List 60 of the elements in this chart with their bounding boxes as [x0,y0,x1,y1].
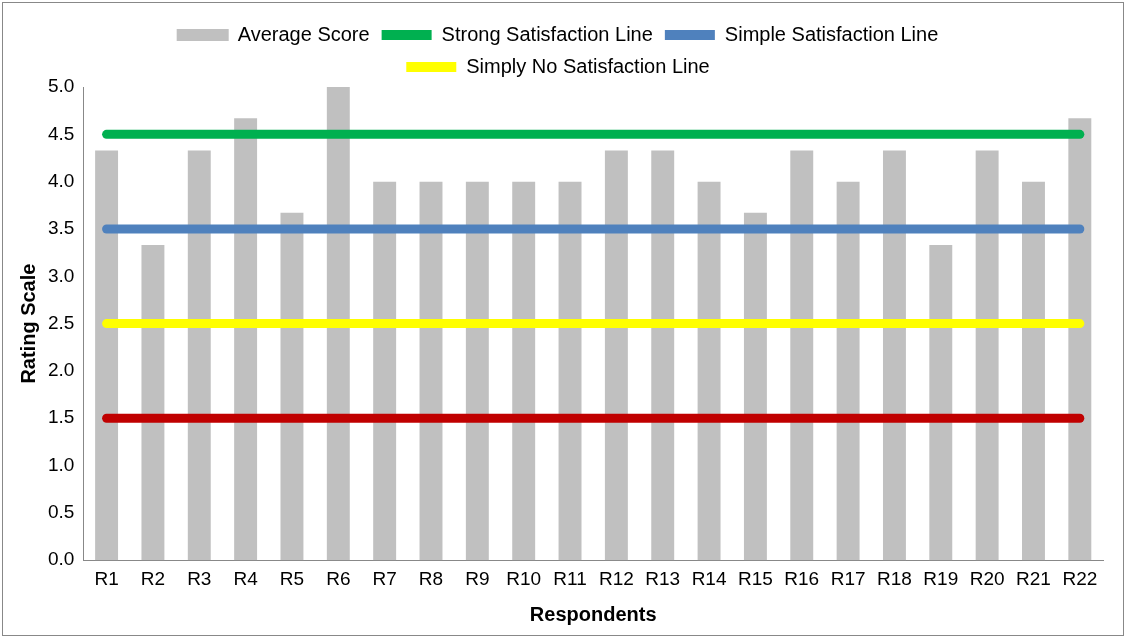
bar [882,150,906,561]
y-axis-title: Rating Scale [16,263,39,384]
x-tick-label: R1 [94,567,119,589]
x-tick-label: R20 [969,567,1005,589]
y-tick-label: 5.0 [47,75,75,97]
x-tick-label: R14 [691,567,727,589]
bar [975,150,999,561]
x-tick-label: R13 [645,567,681,589]
x-tick-label: R3 [187,567,212,589]
y-tick-label: 1.5 [47,406,75,428]
legend-label: Strong Satisfaction Line [441,22,653,45]
y-tick-label: 0.5 [47,501,75,523]
legend-label: Average Score [237,22,370,45]
bar [1022,181,1045,561]
x-tick-label: R22 [1062,567,1098,589]
x-tick-label: R21 [1016,567,1051,589]
x-tick-label: R5 [279,567,305,589]
x-tick-label: R11 [553,567,587,589]
bar [373,181,397,561]
x-tick-label: R2 [140,567,166,589]
bar [95,150,119,561]
y-tick-label: 2.5 [47,311,75,333]
x-tick-label: R6 [326,567,351,589]
legend-label: Simple Satisfaction Line [724,22,939,45]
bar [558,181,582,561]
y-tick-label: 4.5 [47,122,75,144]
x-tick-label: R12 [598,567,634,589]
bar [141,245,165,561]
bar [836,181,860,561]
bar [234,118,258,561]
bar [790,150,814,561]
x-tick-label: R16 [784,567,820,589]
bar [929,245,953,561]
bar [280,212,304,561]
bar [465,181,489,561]
x-tick-label: R7 [372,567,397,589]
y-tick-label: 2.0 [47,359,75,381]
y-tick-label: 4.0 [47,169,75,191]
y-tick-label: 0.0 [47,548,75,570]
bar [604,150,628,561]
x-tick-label: R8 [418,567,444,589]
bar [326,87,350,561]
bar [743,212,767,561]
x-tick-label: R15 [737,567,773,589]
bar [651,150,675,561]
y-tick-label: 3.5 [47,217,75,239]
bar [512,181,536,561]
y-tick-label: 3.0 [47,264,75,286]
x-tick-label: R9 [465,567,490,589]
bar [1068,118,1092,561]
x-tick-label: R4 [233,567,259,589]
bar [187,150,211,561]
x-tick-label: R19 [923,567,959,589]
x-tick-label: R18 [877,567,912,589]
x-tick-label: R17 [830,567,866,589]
y-tick-label: 1.0 [47,453,75,475]
bar [697,181,721,561]
legend-label: Simply No Satisfaction Line [466,54,710,77]
x-axis-title: Respondents [529,602,657,625]
x-tick-label: R10 [506,567,542,589]
